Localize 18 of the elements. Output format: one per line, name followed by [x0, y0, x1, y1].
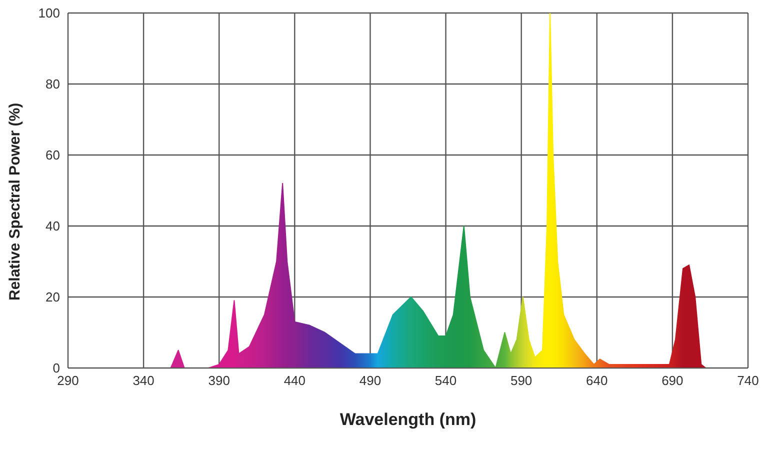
x-tick-label: 290 — [57, 373, 79, 388]
x-tick-label: 690 — [662, 373, 684, 388]
x-tick-label: 340 — [132, 373, 154, 388]
y-tick-label: 0 — [52, 360, 60, 376]
y-tick-label: 20 — [46, 290, 60, 305]
x-tick-label: 590 — [510, 373, 532, 388]
x-axis-title: Wavelength (nm) — [340, 410, 476, 429]
x-tick-label: 490 — [359, 373, 382, 388]
y-tick-label: 40 — [46, 218, 60, 234]
y-axis-title: Relative Spectral Power (%) — [6, 102, 24, 300]
x-tick-label: 540 — [434, 373, 457, 388]
y-tick-label: 80 — [46, 76, 60, 92]
x-tick-label: 640 — [586, 373, 608, 388]
y-tick-label: 100 — [38, 6, 60, 21]
x-tick-label: 440 — [284, 373, 306, 388]
x-tick-label: 390 — [208, 373, 230, 388]
x-tick-label: 740 — [737, 373, 759, 388]
y-tick-label: 60 — [46, 148, 60, 163]
